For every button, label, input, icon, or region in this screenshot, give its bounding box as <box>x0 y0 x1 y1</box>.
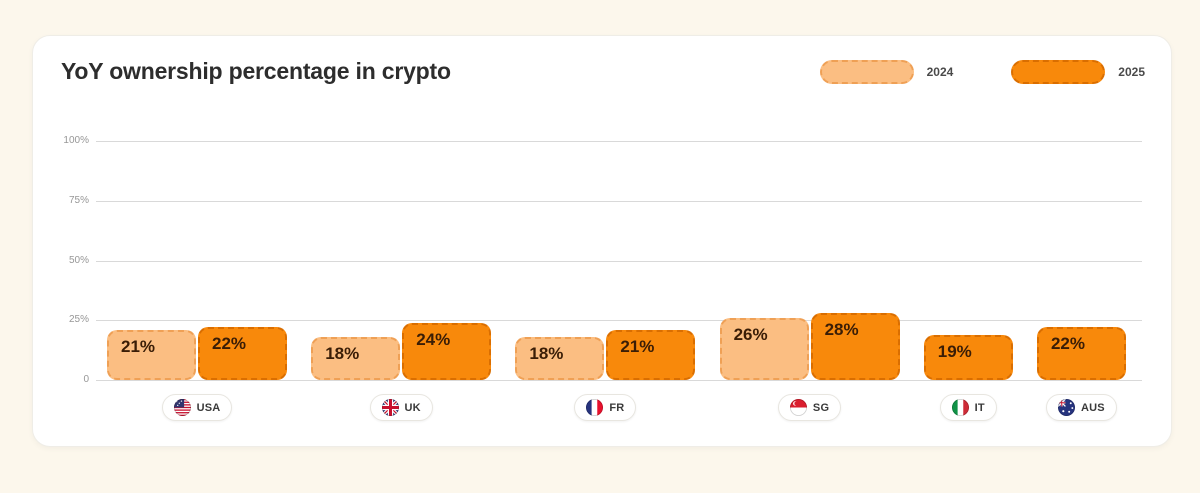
bar-chart: 100% 75% 50% 25% 0 21% 22% USA 18% 24% UK 18% 21% FR… <box>33 36 1171 446</box>
bar-value-label: 18% <box>325 344 360 363</box>
country-badge-wrap: FR <box>574 380 637 435</box>
country-code-label: IT <box>974 401 985 414</box>
country-group-aus: 22% AUS <box>1036 327 1126 435</box>
bar-pair: 18% 24% <box>311 323 492 380</box>
bar-pair: 18% 21% <box>515 330 696 380</box>
bar-fr-2025[interactable]: 21% <box>606 330 696 380</box>
bar-uk-2025[interactable]: 24% <box>402 323 492 380</box>
country-group-fr: 18% 21% FR <box>515 330 696 435</box>
country-badge-sg: SG <box>777 394 842 421</box>
bar-value-label: 26% <box>733 325 768 344</box>
y-tick-label: 75% <box>68 194 89 206</box>
chart-title: YoY ownership percentage in crypto <box>61 58 451 84</box>
aus-flag-icon <box>1058 399 1076 416</box>
country-code-label: SG <box>812 401 830 414</box>
bar-aus-2025[interactable]: 22% <box>1036 327 1126 380</box>
bar-pair: 21% 22% <box>107 327 287 380</box>
country-badge-usa: USA <box>161 394 233 421</box>
country-badge-wrap: SG <box>777 380 842 435</box>
sg-flag-icon <box>789 399 807 416</box>
y-tick-label: 25% <box>68 314 89 326</box>
country-badge-uk: UK <box>369 394 433 421</box>
gridline <box>96 141 1142 142</box>
legend-label: 2024 <box>926 64 954 79</box>
country-group-it: 19% IT <box>923 335 1013 435</box>
y-tick-label: 50% <box>68 254 89 266</box>
gridline <box>96 320 1142 322</box>
y-tick-label: 0 <box>83 374 89 385</box>
legend-swatch-2024[interactable] <box>819 59 914 84</box>
legend-item-2025[interactable]: 2025 <box>1011 59 1145 84</box>
y-tick-label: 100% <box>63 135 89 146</box>
bar-uk-2024[interactable]: 18% <box>311 337 401 380</box>
chart-legend: 2024 2025 <box>819 59 1145 84</box>
bar-it-2025[interactable]: 19% <box>923 335 1013 380</box>
uk-flag-icon <box>381 399 399 416</box>
usa-flag-icon <box>173 399 191 416</box>
country-badge-wrap: UK <box>369 380 433 435</box>
country-badge-wrap: AUS <box>1046 380 1117 435</box>
card-header: YoY ownership percentage in crypto 2024 2… <box>61 58 1145 85</box>
it-flag-icon <box>951 399 969 416</box>
gridline <box>96 200 1142 202</box>
country-code-label: UK <box>404 401 421 414</box>
bar-value-label: 19% <box>937 342 972 361</box>
bar-fr-2024[interactable]: 18% <box>515 337 605 380</box>
bar-usa-2024[interactable]: 21% <box>107 330 196 380</box>
country-code-label: FR <box>609 401 625 414</box>
gridline <box>96 380 1142 381</box>
legend-item-2024[interactable]: 2024 <box>819 59 954 84</box>
gridline <box>96 260 1142 262</box>
chart-card: YoY ownership percentage in crypto 2024 2… <box>32 35 1172 447</box>
bar-value-label: 18% <box>529 344 564 363</box>
plot-area: 21% 22% USA 18% 24% UK 18% 21% FR 26% 28% SG 19% IT 22… <box>96 141 1142 435</box>
country-group-sg: 26% 28% SG <box>719 313 900 435</box>
legend-label: 2025 <box>1118 64 1145 79</box>
country-group-uk: 18% 24% UK <box>311 323 492 435</box>
bar-value-label: 22% <box>212 334 247 353</box>
bar-value-label: 21% <box>121 337 156 356</box>
country-badge-it: IT <box>939 394 997 421</box>
country-badge-aus: AUS <box>1046 394 1117 421</box>
country-badge-wrap: USA <box>161 380 233 435</box>
country-code-label: USA <box>196 401 221 414</box>
bar-value-label: 21% <box>620 337 655 356</box>
bar-pair: 19% <box>923 335 1013 380</box>
country-code-label: AUS <box>1081 401 1105 414</box>
fr-flag-icon <box>586 399 604 416</box>
country-group-usa: 21% 22% USA <box>107 327 287 435</box>
country-badge-fr: FR <box>574 394 637 421</box>
bar-usa-2025[interactable]: 22% <box>198 327 287 380</box>
country-badge-wrap: IT <box>939 380 997 435</box>
bar-value-label: 22% <box>1050 334 1085 353</box>
bar-pair: 26% 28% <box>719 313 900 380</box>
bar-sg-2025[interactable]: 28% <box>810 313 900 380</box>
bar-value-label: 28% <box>824 320 859 339</box>
bar-sg-2024[interactable]: 26% <box>719 318 809 380</box>
bar-pair: 22% <box>1036 327 1126 380</box>
legend-swatch-2025[interactable] <box>1011 59 1106 84</box>
bar-value-label: 24% <box>416 330 451 349</box>
